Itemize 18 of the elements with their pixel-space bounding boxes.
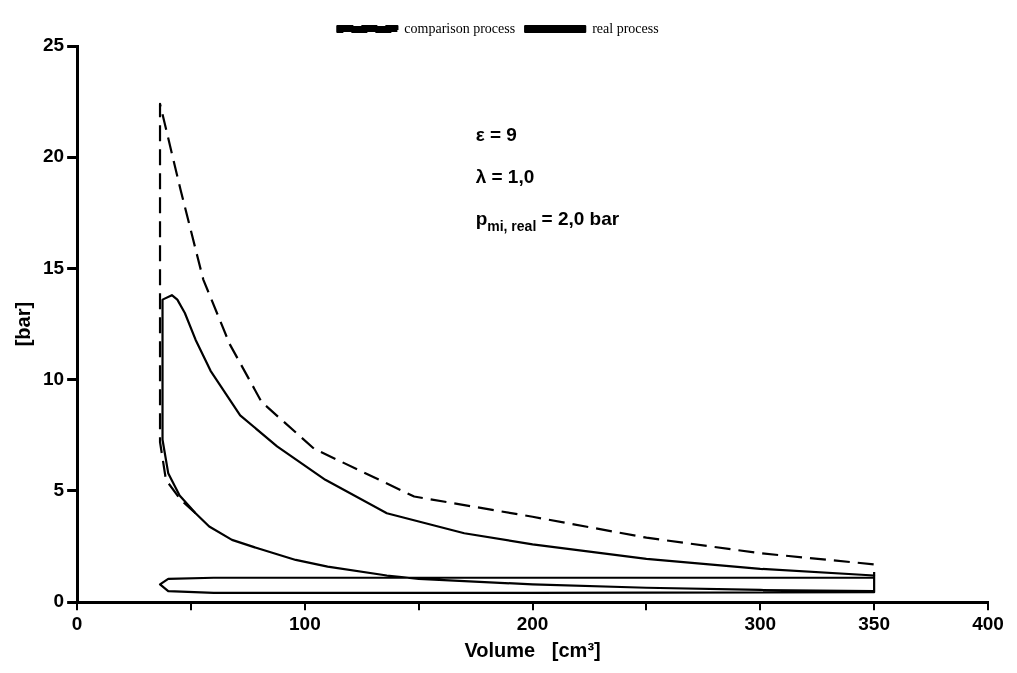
x-tick-label: 200 bbox=[516, 612, 549, 634]
x-tick-label: 350 bbox=[858, 612, 890, 634]
y-tick-label: 0 bbox=[53, 590, 65, 612]
annotation: ε = 9 bbox=[475, 123, 517, 145]
y-tick-label: 5 bbox=[53, 479, 65, 501]
x-axis-title: Volume [cm³] bbox=[464, 638, 601, 661]
legend-label: comparison process bbox=[404, 20, 516, 36]
x-tick-label: 100 bbox=[289, 612, 321, 634]
y-tick-label: 10 bbox=[42, 367, 65, 389]
y-axis-title: [bar] bbox=[11, 301, 34, 347]
x-tick-label: 400 bbox=[972, 612, 1004, 634]
y-tick-label: 15 bbox=[42, 256, 65, 278]
annotation: λ = 1,0 bbox=[475, 165, 535, 187]
y-tick-label: 25 bbox=[42, 34, 65, 56]
y-tick-label: 20 bbox=[42, 145, 65, 167]
legend-label: real process bbox=[592, 20, 659, 36]
x-tick-label: 0 bbox=[71, 612, 83, 634]
x-tick-label: 300 bbox=[744, 612, 777, 634]
